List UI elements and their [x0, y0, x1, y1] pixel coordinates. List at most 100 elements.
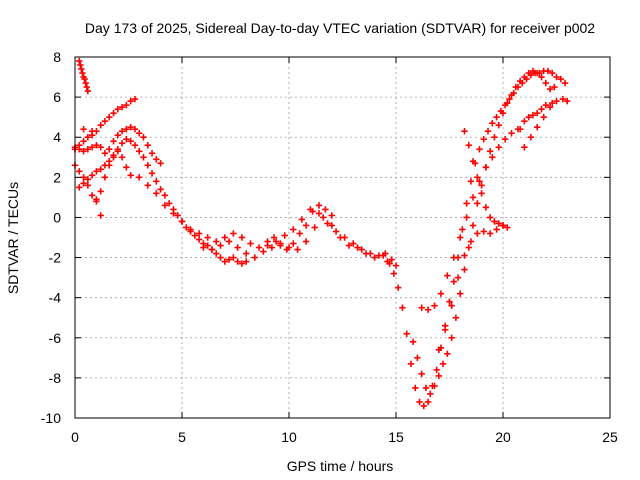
data-point [187, 226, 194, 233]
data-point [131, 142, 139, 149]
data-point [76, 57, 83, 65]
data-point [144, 162, 151, 169]
data-point [499, 222, 507, 229]
data-point [234, 258, 241, 265]
y-tick-label: 2 [53, 169, 61, 185]
data-point [474, 200, 481, 207]
data-point [358, 246, 365, 253]
data-point [559, 95, 567, 103]
data-point [217, 242, 224, 249]
data-point [83, 83, 90, 91]
data-point [153, 190, 160, 197]
y-tick-label: 6 [53, 89, 61, 105]
data-point [315, 210, 323, 217]
data-point [525, 69, 532, 77]
data-point [450, 254, 457, 261]
data-point [474, 174, 481, 181]
data-point [82, 79, 89, 87]
data-point [79, 69, 86, 77]
data-point [110, 152, 117, 159]
data-point [516, 77, 524, 85]
data-point [217, 254, 224, 261]
data-point [525, 113, 532, 121]
data-point [446, 298, 453, 305]
data-point [469, 222, 477, 229]
data-point [148, 170, 156, 177]
data-point [136, 148, 143, 155]
data-point [118, 103, 126, 111]
data-point [412, 384, 419, 392]
data-point [418, 370, 425, 378]
data-point [84, 146, 92, 153]
data-point [200, 244, 207, 251]
x-tick-label: 5 [178, 429, 186, 445]
data-point [350, 240, 357, 247]
data-point [489, 119, 496, 127]
data-point [521, 144, 528, 151]
data-point [491, 134, 498, 141]
y-axis-label: SDTVAR / TECUs [5, 182, 21, 294]
data-point [448, 302, 455, 309]
data-point [230, 254, 237, 261]
data-point [551, 83, 558, 91]
data-point [80, 180, 87, 187]
data-point [195, 236, 203, 243]
data-point [106, 146, 113, 153]
data-point [230, 230, 237, 237]
data-point [435, 346, 442, 354]
data-point [442, 326, 449, 333]
data-point [324, 220, 331, 227]
data-point [495, 121, 502, 129]
y-tick-label: -2 [49, 250, 62, 266]
data-point [418, 304, 425, 311]
data-point [238, 260, 246, 267]
data-point [399, 304, 406, 311]
data-point [527, 134, 535, 141]
data-point [123, 101, 130, 109]
data-point [450, 278, 457, 285]
data-point [101, 162, 109, 169]
data-point [118, 140, 126, 147]
data-point [448, 334, 455, 341]
data-point [191, 232, 199, 239]
data-point [493, 113, 500, 121]
data-point [534, 69, 541, 77]
data-point [81, 75, 88, 83]
data-point [467, 178, 475, 185]
data-point [544, 67, 552, 75]
data-point [414, 354, 421, 362]
data-point [277, 242, 284, 249]
data-point [272, 238, 280, 245]
data-point [491, 218, 498, 225]
data-point [123, 164, 130, 171]
data-point [260, 248, 267, 255]
data-point [101, 150, 109, 157]
data-point [452, 314, 460, 321]
data-point [390, 270, 398, 277]
data-point [538, 105, 545, 113]
data-point [302, 222, 310, 229]
data-point [546, 85, 554, 93]
data-point [153, 156, 160, 163]
data-point [504, 224, 511, 231]
data-point [506, 95, 513, 103]
data-point [76, 184, 83, 191]
data-point [461, 252, 468, 259]
data-point [148, 150, 156, 157]
data-point [457, 234, 464, 241]
data-point [486, 214, 494, 221]
data-point [178, 218, 186, 225]
data-point [165, 200, 173, 207]
data-point [444, 272, 451, 279]
data-point [183, 224, 190, 231]
data-point [144, 142, 151, 149]
grid-lines [75, 57, 610, 418]
data-point [553, 73, 560, 81]
y-tick-label: -4 [49, 290, 62, 306]
data-point [540, 113, 547, 121]
data-point [110, 109, 117, 117]
data-point [534, 109, 541, 117]
data-point [136, 130, 143, 137]
data-point [467, 238, 475, 245]
